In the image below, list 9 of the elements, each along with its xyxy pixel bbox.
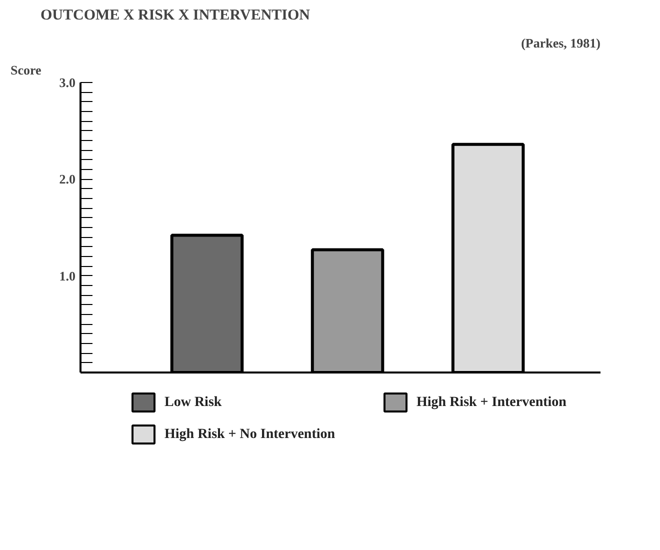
legend-label: High Risk + Intervention [416,395,567,410]
y-axis-title: Score [10,62,42,78]
y-tick-label: 3.0 [59,75,76,90]
chart-title: OUTCOME X RISK X INTERVENTION [40,8,310,24]
legend-label: High Risk + No Intervention [164,427,336,442]
y-tick-label: 2.0 [59,172,76,187]
y-tick-label: 1.0 [59,268,76,284]
legend-label: Low Risk [164,395,222,410]
chart-subtitle: (Parkes, 1981) [521,36,601,50]
